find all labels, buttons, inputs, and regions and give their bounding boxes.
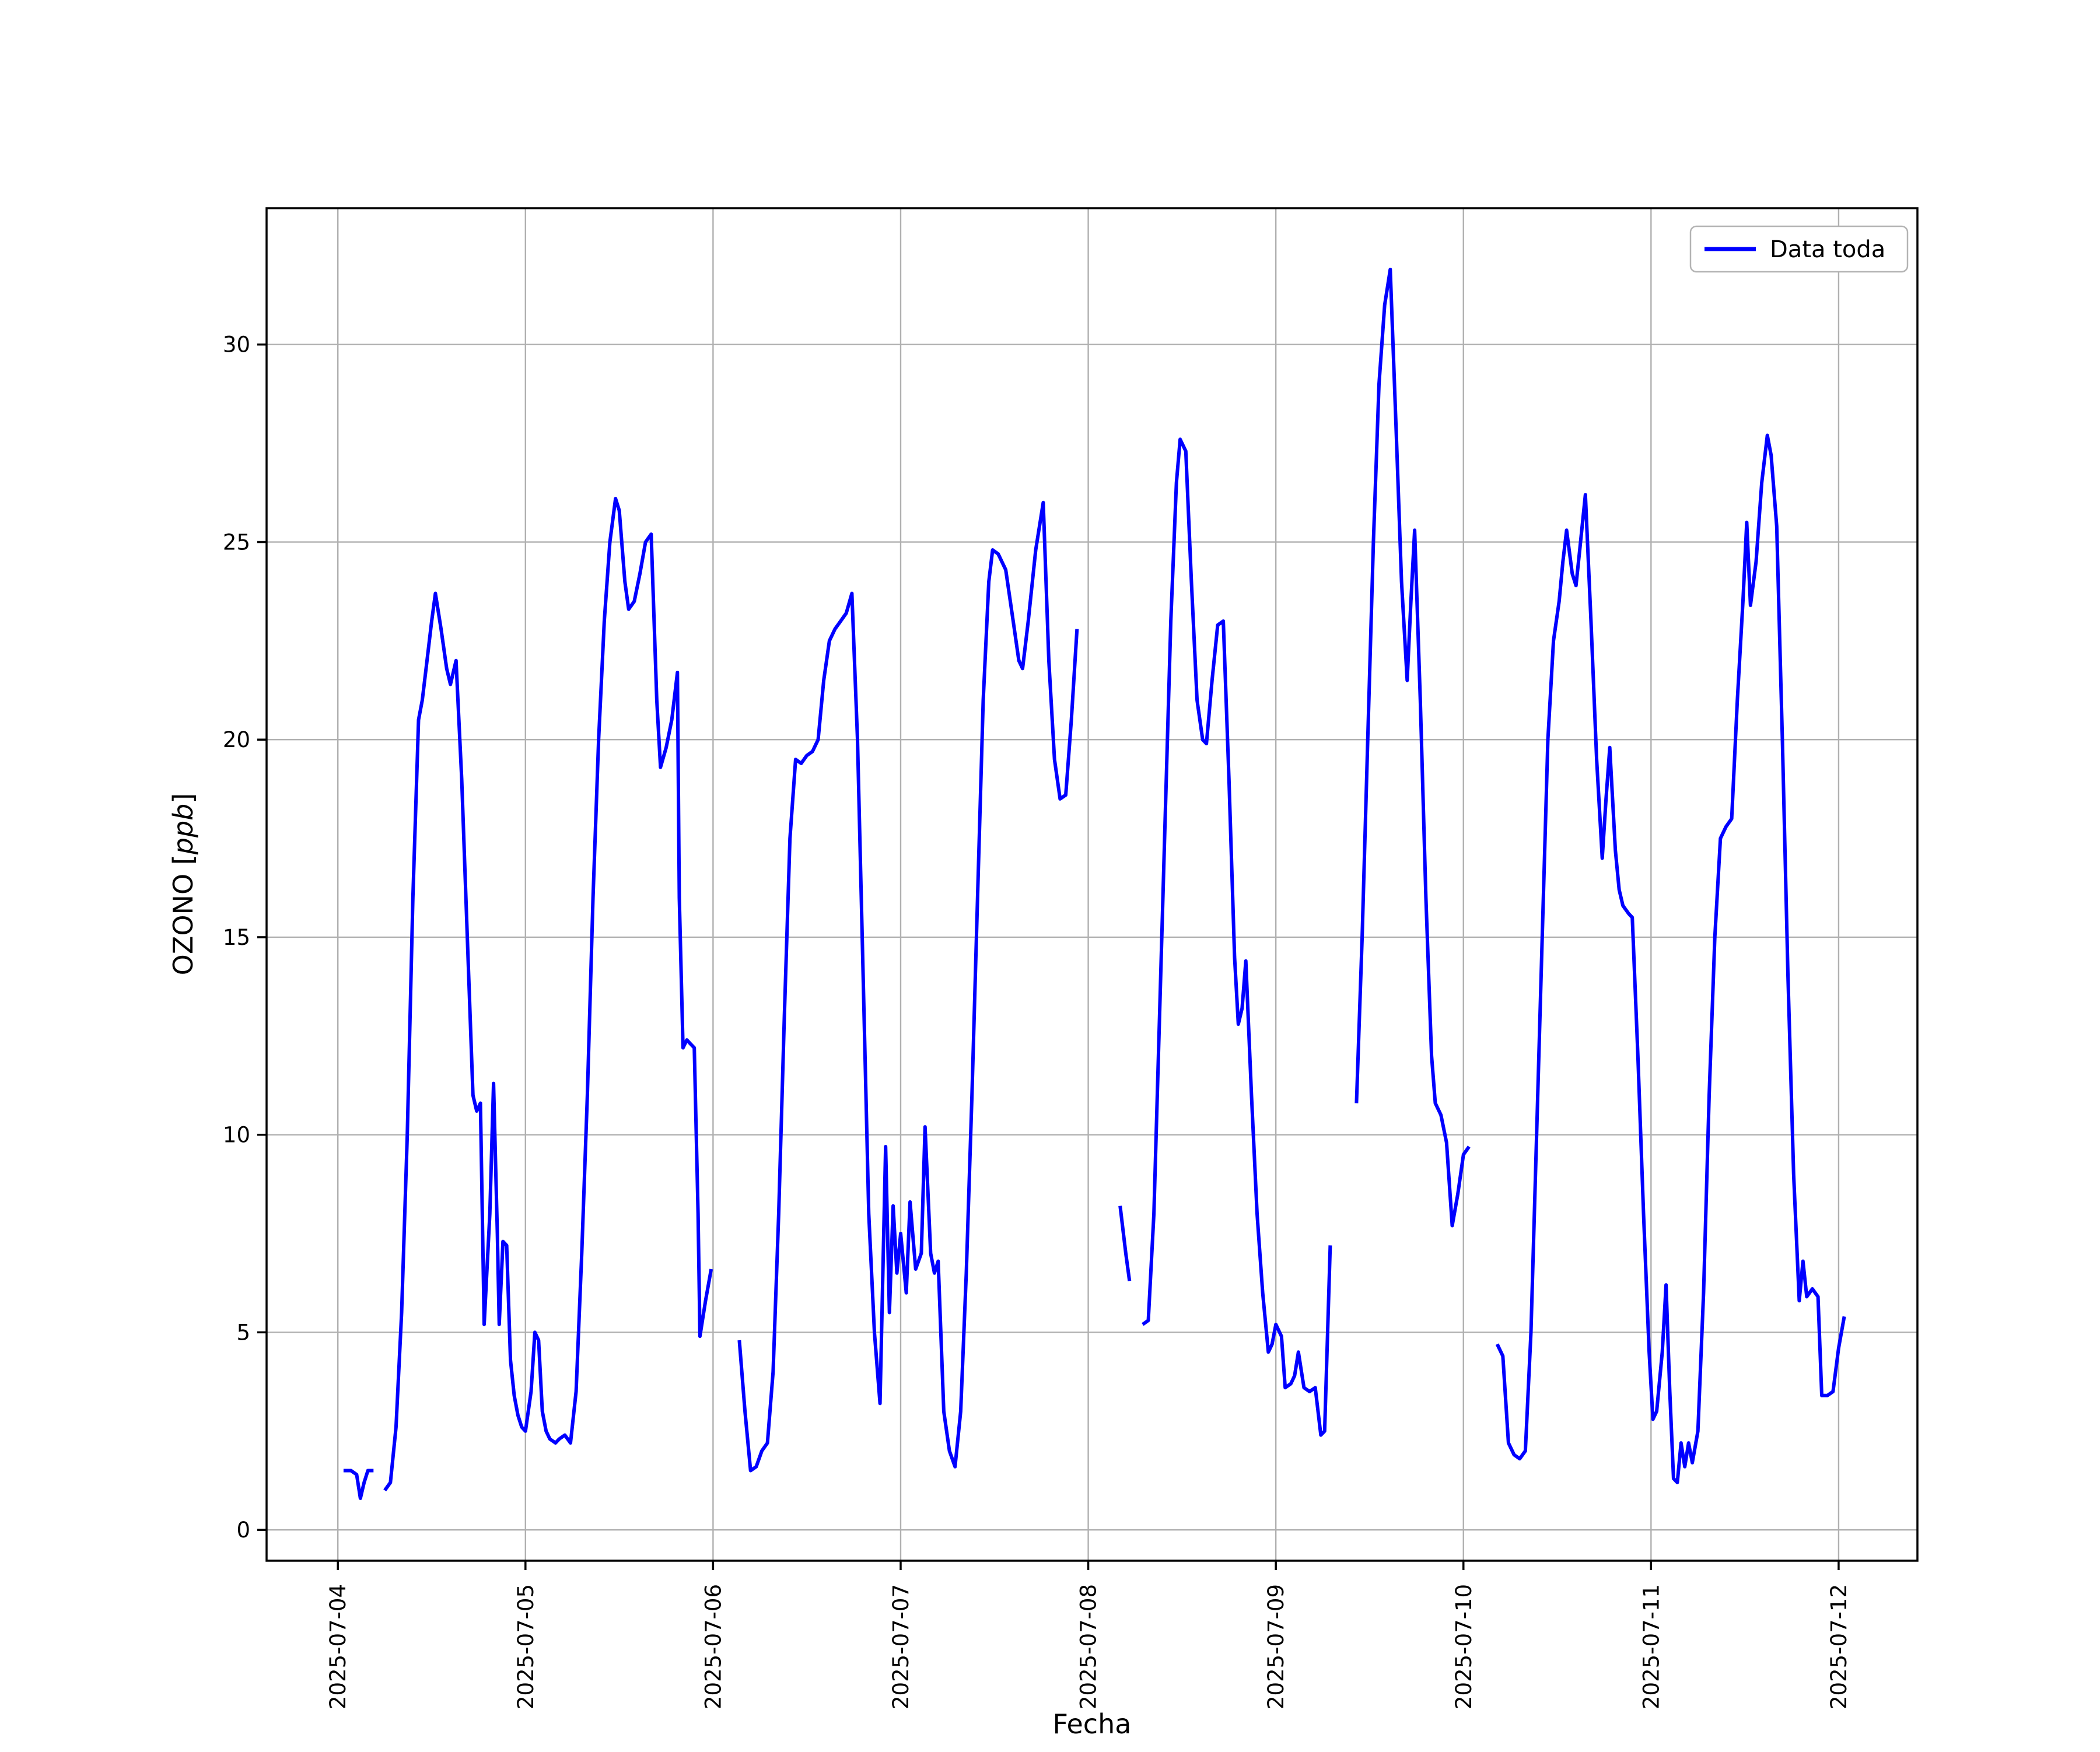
- y-tick-label: 30: [223, 332, 250, 358]
- series-layer: [343, 268, 1846, 1500]
- legend-label: Data toda: [1770, 236, 1885, 263]
- x-tick-label: 2025-07-10: [1451, 1584, 1476, 1709]
- x-tick-label: 2025-07-12: [1826, 1584, 1852, 1709]
- x-axis-ticks: 2025-07-04 2025-07-05 2025-07-06 2025-07-07…: [326, 1561, 1852, 1709]
- y-tick-label: 15: [223, 925, 250, 950]
- y-tick-label: 0: [236, 1518, 250, 1543]
- y-axis-label: OZONO [ppb]: [167, 793, 199, 976]
- y-tick-label: 5: [236, 1320, 250, 1345]
- y-axis-ticks: 0 5 10 15 20 25 30: [223, 332, 267, 1543]
- legend-box: [1689, 225, 1909, 273]
- legend: Data toda: [1689, 225, 1909, 273]
- y-tick-label: 20: [223, 727, 250, 752]
- x-tick-label: 2025-07-04: [326, 1584, 351, 1709]
- axes-frame: [265, 207, 1919, 1562]
- x-tick-label: 2025-07-08: [1076, 1584, 1101, 1709]
- x-tick-label: 2025-07-06: [701, 1584, 726, 1709]
- data-toda-line: [343, 268, 1846, 1500]
- x-tick-label: 2025-07-09: [1264, 1584, 1289, 1709]
- y-tick-label: 25: [223, 530, 250, 555]
- y-axis-label-suffix: ]: [167, 793, 199, 804]
- x-axis-label: Fecha: [1053, 1708, 1132, 1740]
- y-axis-label-math: ppb: [167, 804, 199, 856]
- x-tick-label: 2025-07-07: [888, 1584, 914, 1709]
- grid: [267, 208, 1917, 1561]
- x-tick-label: 2025-07-05: [513, 1584, 538, 1709]
- y-axis-label-prefix: OZONO [: [167, 854, 199, 975]
- y-tick-label: 10: [223, 1123, 250, 1148]
- x-tick-label: 2025-07-11: [1639, 1584, 1664, 1709]
